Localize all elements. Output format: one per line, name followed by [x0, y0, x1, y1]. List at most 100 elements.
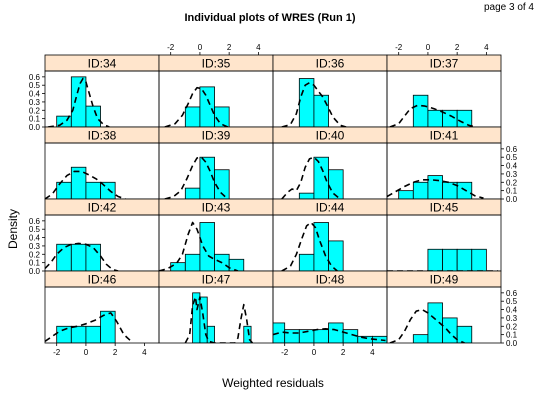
histogram-bar — [313, 329, 329, 343]
y-axis-tick-label: 0.1 — [29, 115, 41, 124]
y-axis-tick-label: 0.6 — [29, 217, 41, 226]
x-axis-tick-label: 4 — [142, 348, 147, 357]
y-axis-tick-label: 0.4 — [506, 306, 518, 315]
histogram-bar — [85, 243, 101, 271]
x-axis-tick-label: 2 — [113, 348, 118, 357]
histogram-bar — [85, 181, 101, 199]
y-axis-tick-label: 0.3 — [506, 170, 518, 179]
histogram-bar — [456, 109, 473, 127]
density-curve — [164, 86, 229, 127]
density-curve — [159, 221, 239, 271]
y-axis-tick-label: 0.0 — [506, 339, 518, 348]
histogram-bar — [228, 258, 245, 271]
panel-strip-label: ID:39 — [202, 129, 231, 143]
histogram-bar — [170, 262, 186, 271]
density-curve — [47, 77, 110, 127]
y-axis-tick-label: 0.4 — [29, 234, 41, 243]
y-axis-tick-label: 0.5 — [506, 297, 518, 306]
y-axis-tick-label: 0.6 — [506, 289, 518, 298]
x-axis-tick-label: 0 — [426, 43, 431, 52]
histogram-bar — [427, 175, 443, 199]
x-axis-label: Weighted residuals — [222, 376, 324, 390]
histogram-bar — [56, 325, 72, 343]
y-axis-tick-label: 0.2 — [506, 322, 518, 331]
y-axis-tick-label: 0.1 — [506, 331, 518, 340]
y-axis-tick-label: 0.0 — [29, 267, 41, 276]
page-number-label: page 3 of 4 — [483, 2, 534, 13]
panel-strip-label: ID:45 — [430, 201, 459, 215]
histogram-bar — [298, 78, 315, 127]
y-axis-tick-label: 0.2 — [506, 178, 518, 187]
histogram-bar — [184, 253, 201, 271]
histogram-bar — [427, 109, 443, 127]
x-axis-tick-label: 0 — [198, 43, 203, 52]
y-axis-tick-label: 0.0 — [506, 195, 518, 204]
histogram-bar — [456, 248, 473, 271]
x-axis-tick-label: 4 — [370, 348, 375, 357]
density-curve — [45, 242, 119, 271]
y-axis-tick-label: 0.2 — [29, 106, 41, 115]
y-axis-tick-label: 0.3 — [29, 98, 41, 107]
histogram-bar — [328, 240, 344, 271]
histogram-bar — [85, 325, 101, 343]
x-axis-tick-label: 0 — [84, 348, 89, 357]
x-axis-tick-label: -2 — [53, 348, 61, 357]
histogram-bar — [412, 181, 429, 199]
histogram-bar — [412, 94, 429, 127]
y-axis-tick-label: 0.3 — [29, 242, 41, 251]
histogram-bar — [456, 325, 473, 343]
chart-title: Individual plots of WRES (Run 1) — [184, 12, 356, 24]
histogram-bar — [184, 187, 201, 199]
panel-strip-label: ID:43 — [202, 201, 231, 215]
panel-strip-label: ID:36 — [316, 57, 345, 71]
panel-strip-label: ID:46 — [88, 273, 117, 287]
histogram-bar — [471, 248, 487, 271]
histogram-bar — [70, 325, 87, 343]
y-axis-tick-label: 0.1 — [506, 187, 518, 196]
panel-border — [386, 286, 502, 344]
x-axis-tick-label: 0 — [312, 348, 317, 357]
histogram-bar — [70, 76, 87, 127]
x-axis-tick-label: -2 — [281, 348, 289, 357]
y-axis-tick-label: 0.5 — [506, 153, 518, 162]
panel-strip-label: ID:42 — [88, 201, 117, 215]
histogram-bar — [442, 317, 458, 343]
histogram-bar — [70, 243, 87, 271]
x-axis-tick-label: -2 — [167, 43, 175, 52]
panel-strip-label: ID:38 — [88, 129, 117, 143]
histogram-bar — [56, 243, 72, 271]
histogram-bar — [214, 106, 230, 127]
y-axis-tick-label: 0.0 — [29, 123, 41, 132]
panel-border — [272, 70, 388, 128]
y-axis-tick-label: 0.5 — [29, 225, 41, 234]
panel-strip-label: ID:40 — [316, 129, 345, 143]
histogram-bar — [184, 106, 201, 127]
histogram-bar — [199, 86, 215, 127]
y-axis-tick-label: 0.6 — [506, 145, 518, 154]
y-axis-tick-label: 0.2 — [29, 250, 41, 259]
panel-strip-label: ID:37 — [430, 57, 459, 71]
x-axis-tick-label: 2 — [455, 43, 460, 52]
y-axis-tick-label: 0.6 — [29, 73, 41, 82]
density-curve — [281, 156, 341, 199]
histogram-bar — [284, 329, 300, 343]
density-curve — [45, 312, 132, 342]
panel-strip-label: ID:48 — [316, 273, 345, 287]
histogram-bar — [298, 253, 315, 271]
panel-strip-label: ID:47 — [202, 273, 231, 287]
histogram-bar — [298, 192, 315, 199]
x-axis-tick-label: 4 — [484, 43, 489, 52]
histogram-bar — [199, 222, 215, 271]
panel-strip-label: ID:35 — [202, 57, 231, 71]
density-curve — [389, 104, 477, 127]
x-axis-tick-label: 4 — [256, 43, 261, 52]
histogram-bar — [85, 105, 101, 127]
density-curve — [389, 308, 465, 343]
x-axis-tick-label: 2 — [341, 348, 346, 357]
y-axis-tick-label: 0.3 — [506, 314, 518, 323]
y-axis-tick-label: 0.5 — [29, 81, 41, 90]
density-curve — [45, 170, 126, 199]
panel-border — [158, 286, 274, 344]
y-axis-tick-label: 0.4 — [29, 90, 41, 99]
